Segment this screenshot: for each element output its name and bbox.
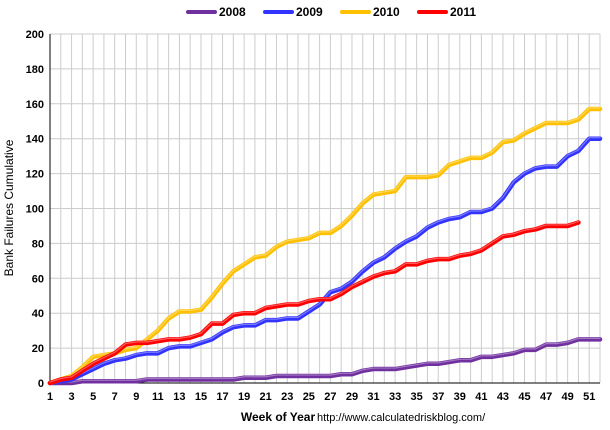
source-note: http://www.calculatedriskblog.com/: [317, 412, 486, 424]
x-tick-label: 25: [303, 391, 315, 403]
y-tick-label: 40: [32, 308, 44, 320]
y-tick-label: 140: [26, 134, 44, 146]
x-tick-label: 41: [475, 391, 487, 403]
x-tick-label: 49: [562, 391, 574, 403]
series-line-2009: [47, 136, 603, 386]
x-tick-label: 5: [90, 391, 96, 403]
x-tick-label: 47: [540, 391, 552, 403]
legend: 2008 2009 2010 2011: [186, 5, 476, 19]
x-tick-label: 13: [173, 391, 185, 403]
x-tick-label: 35: [411, 391, 423, 403]
series-line-highlight-2008: [49, 337, 601, 383]
x-tick-label: 29: [346, 391, 358, 403]
x-tick-label: 23: [281, 391, 293, 403]
x-tick-label: 21: [260, 391, 272, 403]
grid-lines: [49, 33, 601, 383]
legend-label-2011: 2011: [450, 5, 476, 19]
x-tick-labels: 1 3 5 7 9 11 13 15 17 19 21 23 25 27 29 31 33 35 37 39 41 43 4…: [47, 391, 595, 403]
series-lines: [47, 106, 603, 386]
series-line-2011: [47, 220, 581, 386]
y-tick-label: 100: [26, 204, 44, 216]
y-tick-label: 200: [26, 29, 44, 41]
x-tick-label: 15: [195, 391, 207, 403]
y-tick-label: 160: [26, 99, 44, 111]
legend-label-2010: 2010: [373, 5, 400, 19]
x-tick-label: 1: [47, 391, 53, 403]
x-tick-label: 9: [133, 391, 139, 403]
x-tick-label: 11: [152, 391, 164, 403]
x-tick-label: 7: [112, 391, 118, 403]
x-tick-label: 39: [454, 391, 466, 403]
series-line-highlight-2011: [49, 220, 580, 383]
legend-label-2009: 2009: [296, 5, 323, 19]
legend-label-2008: 2008: [219, 5, 246, 19]
y-tick-label: 120: [26, 169, 44, 181]
x-tick-label: 45: [518, 391, 530, 403]
x-tick-label: 3: [69, 391, 75, 403]
y-tick-label: 180: [26, 64, 44, 76]
x-tick-label: 19: [238, 391, 250, 403]
x-tick-label: 27: [324, 391, 336, 403]
axes: [49, 34, 600, 384]
x-axis-title: Week of Year: [241, 410, 316, 424]
y-tick-labels: 0 20 40 60 80 100 120 140 160 180 200: [26, 29, 44, 390]
series-line-highlight-2010: [49, 107, 601, 383]
x-tick-label: 17: [216, 391, 228, 403]
y-axis-title: Bank Failures Cumulative: [2, 139, 16, 276]
y-tick-label: 20: [32, 343, 44, 355]
x-tick-label: 31: [367, 391, 379, 403]
y-tick-label: 60: [32, 273, 44, 285]
x-tick-label: 43: [497, 391, 509, 403]
x-tick-label: 33: [389, 391, 401, 403]
x-tick-label: 37: [432, 391, 444, 403]
x-tick-label: 51: [583, 391, 595, 403]
y-tick-label: 0: [38, 378, 44, 390]
series-line-2008: [47, 337, 603, 386]
y-tick-label: 80: [32, 238, 44, 250]
